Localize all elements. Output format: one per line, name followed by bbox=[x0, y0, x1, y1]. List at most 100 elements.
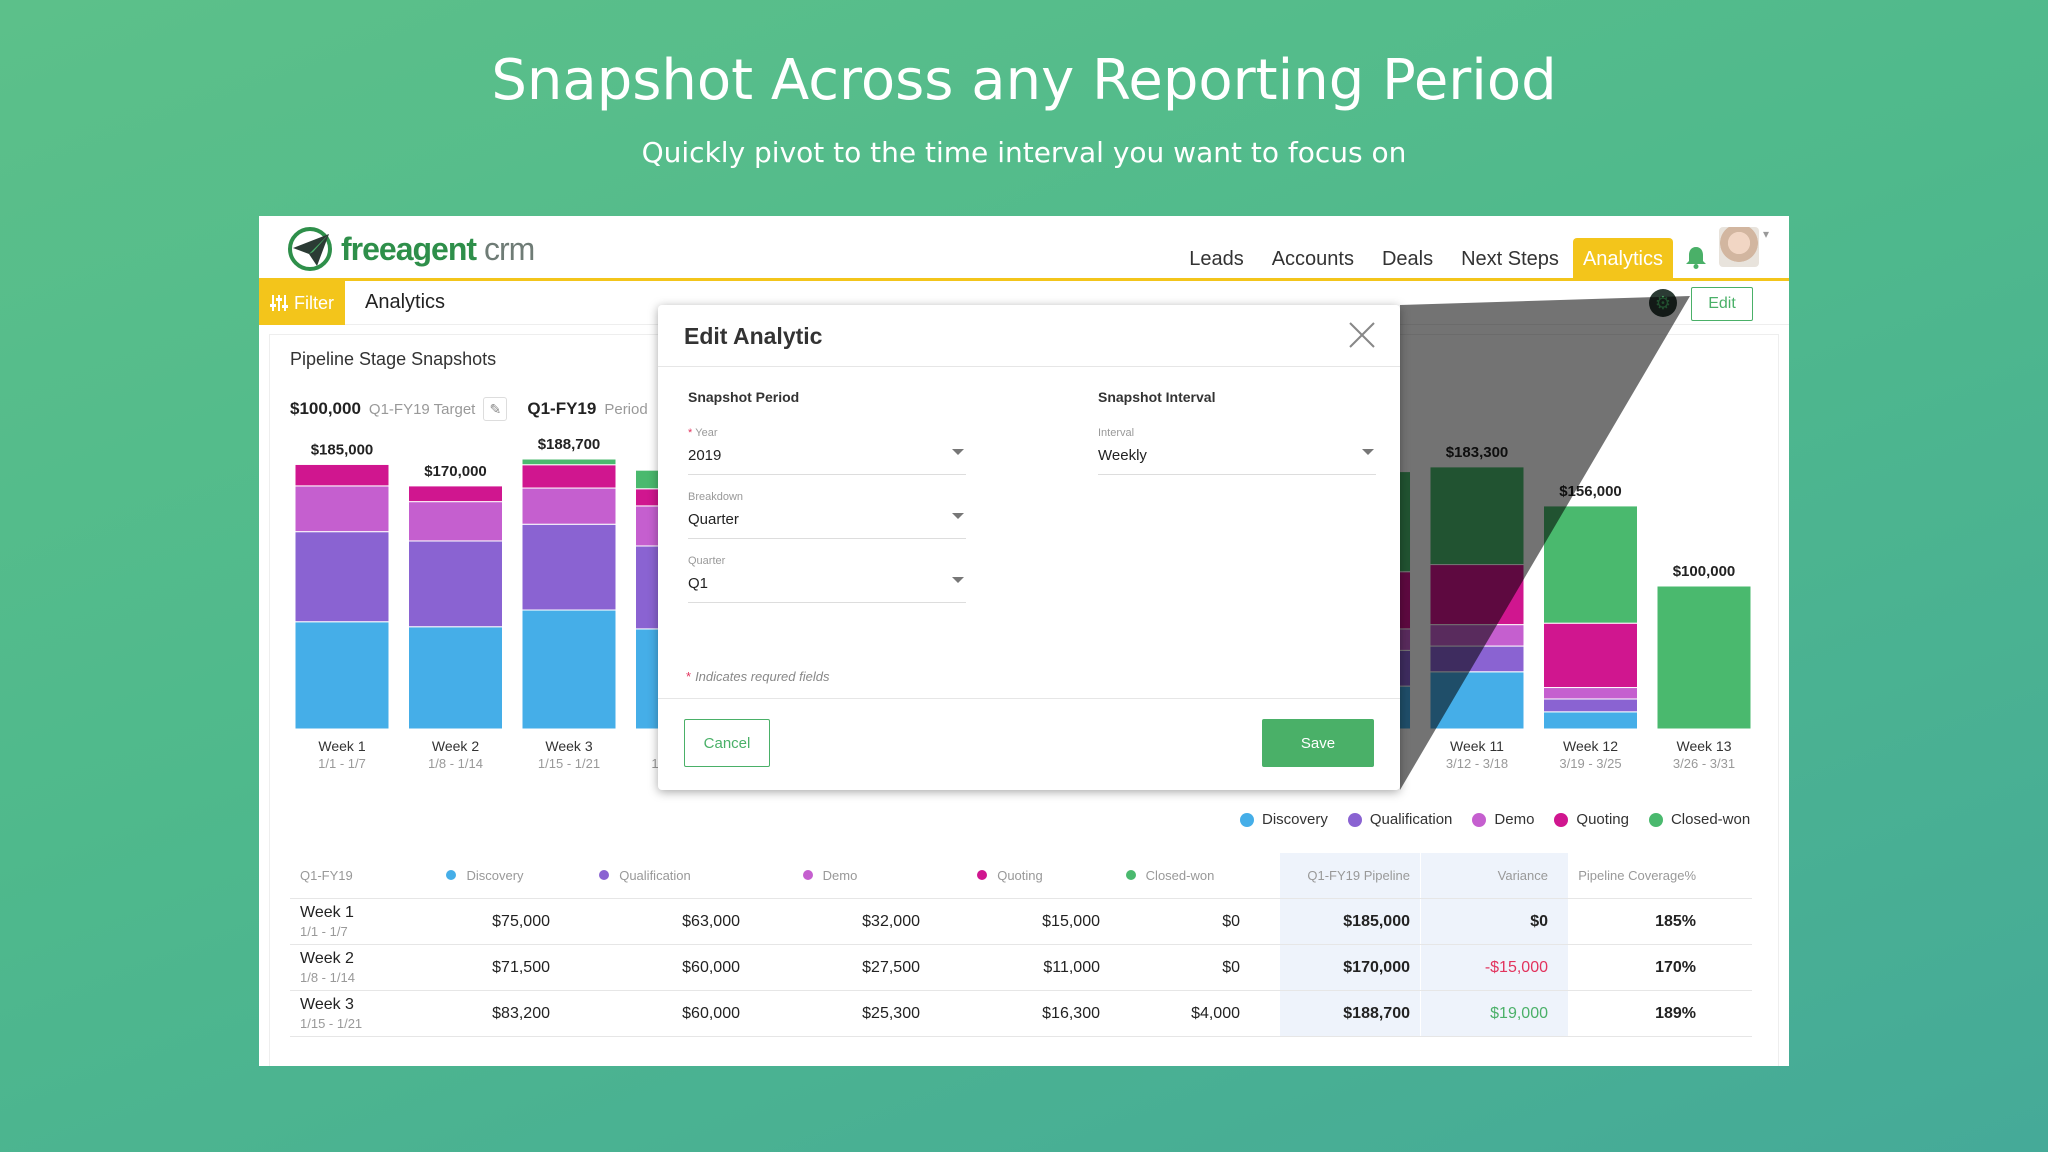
breakdown-value: Quarter bbox=[688, 511, 739, 528]
legend-quoting[interactable]: Quoting bbox=[1554, 811, 1629, 828]
paper-plane-logo-icon bbox=[288, 227, 332, 271]
pencil-icon[interactable]: ✎ bbox=[483, 397, 508, 421]
bar-segment bbox=[294, 621, 390, 730]
filter-button[interactable]: Filter bbox=[259, 281, 345, 325]
bell-icon[interactable] bbox=[1685, 245, 1707, 269]
col-discovery: Discovery bbox=[420, 868, 550, 883]
close-icon[interactable] bbox=[1346, 319, 1378, 351]
col-closed-won: Closed-won bbox=[1100, 868, 1280, 883]
year-label: * Year bbox=[688, 427, 718, 439]
target-line: $100,000 Q1-FY19 Target ✎ Q1-FY19 Period bbox=[290, 397, 648, 421]
cell-coverage: 170% bbox=[1655, 958, 1696, 976]
cell-variance: -$15,000 bbox=[1420, 945, 1568, 990]
bar-segment bbox=[521, 458, 617, 466]
year-select[interactable]: * Year 2019 bbox=[688, 427, 966, 475]
modal-footer-divider bbox=[658, 698, 1400, 699]
bar-segment bbox=[521, 609, 617, 730]
legend-discovery[interactable]: Discovery bbox=[1240, 811, 1328, 828]
filter-label: Filter bbox=[294, 292, 334, 313]
nav-next-steps[interactable]: Next Steps bbox=[1461, 248, 1559, 270]
bar-segment bbox=[294, 531, 390, 623]
nav-deals[interactable]: Deals bbox=[1381, 248, 1434, 270]
row-week: Week 2 bbox=[300, 950, 354, 967]
chevron-down-icon[interactable]: ▾ bbox=[1762, 227, 1769, 241]
legend-closed-won[interactable]: Closed-won bbox=[1648, 811, 1750, 828]
row-week: Week 3 bbox=[300, 996, 354, 1013]
x-tick-label: Week 13 bbox=[1677, 738, 1732, 754]
legend-dot bbox=[1347, 812, 1362, 827]
cell-demo: $27,500 bbox=[862, 958, 920, 976]
row-range: 1/8 - 1/14 bbox=[300, 970, 355, 985]
quarter-select[interactable]: Quarter Q1 bbox=[688, 555, 966, 603]
snapshot-interval-heading: Snapshot Interval bbox=[1098, 389, 1216, 405]
cell-qualification: $60,000 bbox=[682, 1004, 740, 1022]
table-row[interactable]: Week 3 1/15 - 1/21 $83,200 $60,000 $25,30… bbox=[290, 991, 1752, 1037]
x-tick-label: Week 1 bbox=[318, 738, 365, 754]
col-variance: Variance bbox=[1420, 853, 1568, 898]
table-row[interactable]: Week 2 1/8 - 1/14 $71,500 $60,000 $27,500… bbox=[290, 945, 1752, 991]
bar-total-label: $170,000 bbox=[424, 463, 487, 480]
bar-segment bbox=[1543, 505, 1638, 624]
modal-title: Edit Analytic bbox=[684, 323, 823, 349]
x-tick-range: 1/15 - 1/21 bbox=[538, 756, 600, 771]
legend-dot bbox=[1472, 812, 1487, 827]
x-tick-range: 3/26 - 3/31 bbox=[1673, 756, 1735, 771]
nav-leads[interactable]: Leads bbox=[1189, 248, 1244, 270]
cell-demo: $32,000 bbox=[862, 912, 920, 930]
interval-select[interactable]: Interval Weekly bbox=[1098, 427, 1376, 475]
cancel-button[interactable]: Cancel bbox=[684, 719, 770, 767]
year-value: 2019 bbox=[688, 447, 722, 464]
quarter-label: Quarter bbox=[688, 555, 726, 567]
edit-button[interactable]: Edit bbox=[1691, 287, 1753, 321]
cell-demo: $25,300 bbox=[862, 1004, 920, 1022]
hero-title: Snapshot Across any Reporting Period bbox=[491, 48, 1557, 113]
col-demo: Demo bbox=[740, 868, 920, 883]
hero-subtitle: Quickly pivot to the time interval you w… bbox=[641, 136, 1407, 169]
avatar[interactable] bbox=[1718, 227, 1759, 267]
snapshot-period-heading: Snapshot Period bbox=[688, 389, 800, 405]
bar-segment bbox=[408, 540, 503, 628]
bar-total-label: $185,000 bbox=[311, 441, 374, 458]
x-tick-label: Week 3 bbox=[545, 738, 592, 754]
bar-segment bbox=[521, 523, 617, 611]
sliders-icon bbox=[270, 295, 288, 311]
legend-dot bbox=[1554, 812, 1569, 827]
logo[interactable]: freeagent crm bbox=[287, 226, 535, 272]
breakdown-label: Breakdown bbox=[688, 491, 744, 503]
chevron-down-icon bbox=[952, 577, 964, 583]
table-row[interactable]: Week 1 1/1 - 1/7 $75,000 $63,000 $32,000 … bbox=[290, 899, 1752, 945]
bar-segment bbox=[408, 501, 503, 542]
cell-closed-won: $0 bbox=[1222, 912, 1240, 930]
legend-demo[interactable]: Demo bbox=[1472, 811, 1534, 828]
table-header: Q1-FY19 Discovery Qualification Demo Quo… bbox=[290, 853, 1752, 899]
breakdown-select[interactable]: Breakdown Quarter bbox=[688, 491, 966, 539]
col-coverage: Pipeline Coverage% bbox=[1578, 868, 1696, 883]
bar-segment bbox=[1543, 622, 1638, 689]
cell-coverage: 189% bbox=[1655, 1004, 1696, 1022]
cell-quoting: $15,000 bbox=[1042, 912, 1100, 930]
cell-discovery: $83,200 bbox=[492, 1004, 550, 1022]
nav-analytics[interactable]: Analytics bbox=[1572, 238, 1673, 281]
x-tick-range: 1/8 - 1/14 bbox=[428, 756, 483, 771]
period-value: Q1-FY19 bbox=[527, 399, 597, 418]
x-tick-label: Week 12 bbox=[1563, 738, 1618, 754]
required-note: * Indicates requred fields bbox=[686, 669, 830, 684]
cell-qualification: $63,000 bbox=[682, 912, 740, 930]
cell-pipeline: $185,000 bbox=[1280, 899, 1420, 944]
cell-discovery: $71,500 bbox=[492, 958, 550, 976]
interval-value: Weekly bbox=[1098, 447, 1147, 464]
legend-qualification[interactable]: Qualification bbox=[1347, 811, 1452, 828]
x-tick-range: 3/19 - 3/25 bbox=[1559, 756, 1621, 771]
nav-accounts[interactable]: Accounts bbox=[1271, 248, 1354, 270]
x-tick-range: 3/12 - 3/18 bbox=[1446, 756, 1508, 771]
top-navigation: freeagent crm Leads Accounts Deals Next … bbox=[259, 216, 1789, 281]
target-value: $100,000 bbox=[290, 399, 361, 418]
modal-header: Edit Analytic bbox=[658, 305, 1400, 367]
bar-total-label: $188,700 bbox=[538, 436, 601, 453]
legend-dot bbox=[1648, 812, 1663, 827]
save-button[interactable]: Save bbox=[1262, 719, 1374, 767]
period-label: Period bbox=[604, 400, 648, 418]
chevron-down-icon bbox=[1362, 449, 1374, 455]
panel-title: Pipeline Stage Snapshots bbox=[290, 349, 497, 369]
